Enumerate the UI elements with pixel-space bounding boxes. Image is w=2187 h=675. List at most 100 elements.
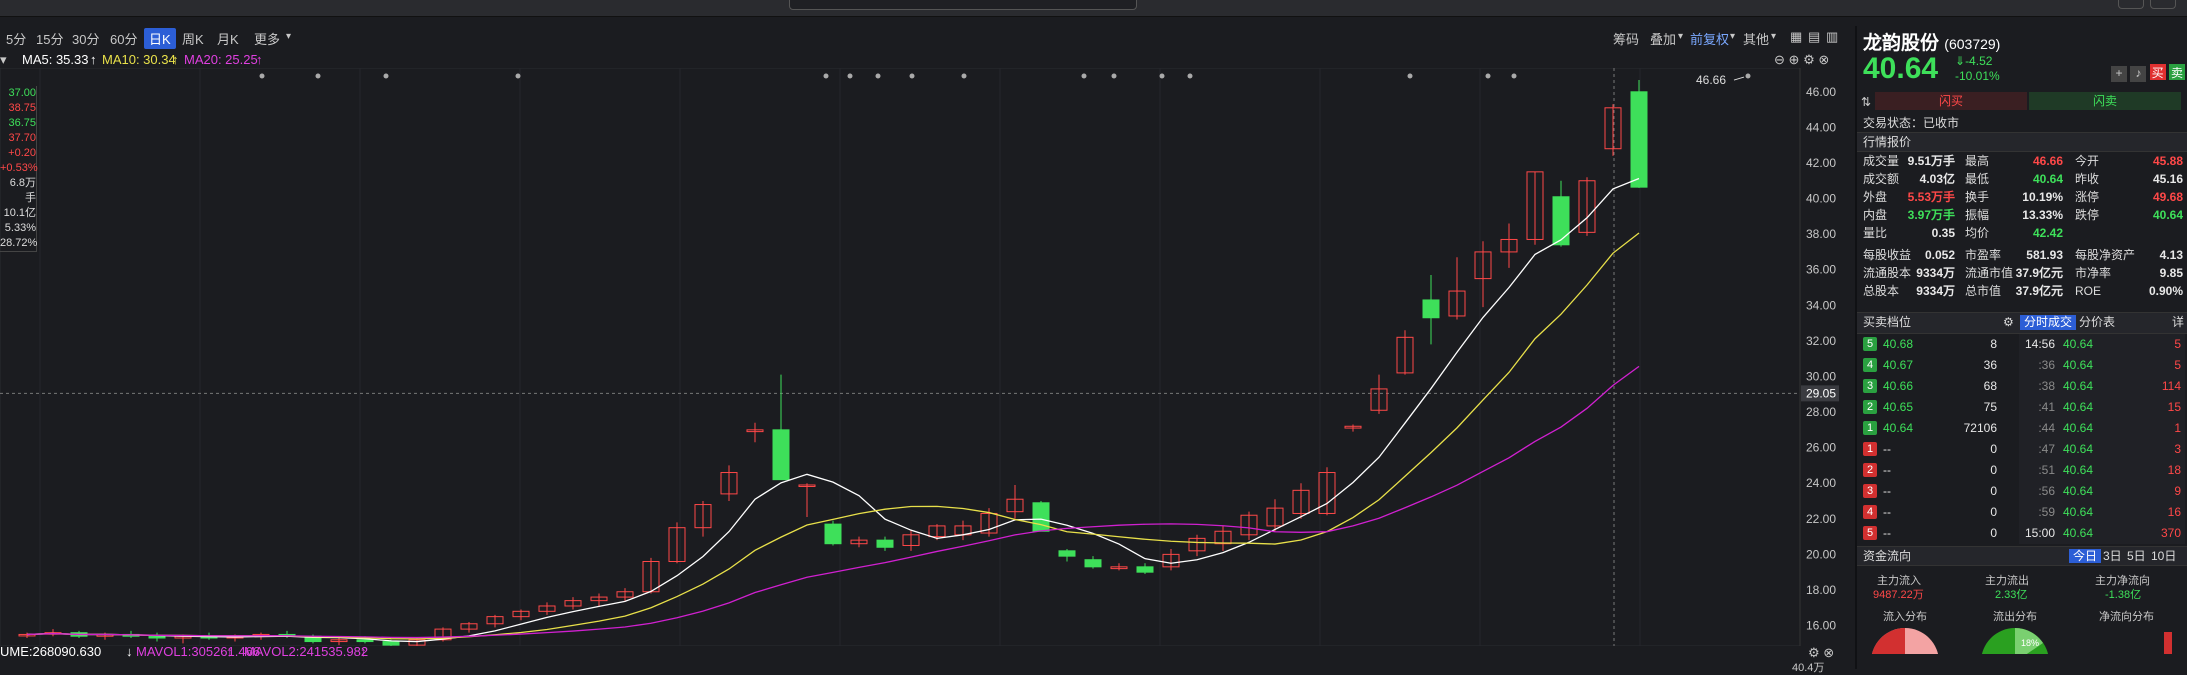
quote-value: 49.68	[2152, 190, 2183, 204]
layout-icon[interactable]: ▤	[1808, 29, 1821, 44]
tab-3day[interactable]: 3日	[2103, 549, 2122, 563]
other-button[interactable]: 其他	[1743, 32, 1770, 47]
detail-button[interactable]: 详	[2172, 315, 2185, 329]
order-volume: 0	[1990, 484, 1997, 498]
orderbook-row[interactable]: 1 -- 0:47 40.64 3	[1857, 439, 2187, 460]
candle-up	[1396, 336, 1414, 374]
orderbook-row[interactable]: 4 40.67 36:36 40.64 5	[1857, 355, 2187, 376]
orderbook-row[interactable]: 3 40.66 68:38 40.64 114	[1857, 376, 2187, 397]
close-icon[interactable]: ⊗	[1823, 645, 1835, 660]
trade-price: 40.64	[2063, 463, 2094, 477]
close-icon[interactable]: ⊗	[1818, 52, 1830, 67]
trade-time: :59	[2038, 505, 2055, 519]
gear-icon[interactable]: ⚙	[1803, 52, 1815, 67]
order-volume: 36	[1983, 358, 1997, 372]
overlay-button[interactable]: 叠加	[1650, 32, 1677, 47]
maximize-button[interactable]	[2150, 0, 2176, 9]
orderbook-row[interactable]: 2 40.65 75:41 40.64 15	[1857, 397, 2187, 418]
candle-up	[330, 639, 348, 643]
add-icon[interactable]: +	[2111, 66, 2127, 82]
orderbook-row[interactable]: 5 40.68 8 14:56 40.64 5	[1857, 334, 2187, 355]
flash-sell-button[interactable]: 闪卖	[2029, 92, 2181, 110]
period-weekly[interactable]: 周K	[182, 32, 204, 47]
ma-menu-icon[interactable]: ▾	[0, 52, 7, 67]
high-price-pointer	[1733, 76, 1745, 81]
trade-volume: 114	[2161, 379, 2181, 393]
candlestick-chart[interactable]: 46.00 44.00 42.00 40.00 38.00 36.00 34.00 32.00…	[0, 68, 1840, 646]
info-panel-value: +0.53%	[0, 162, 38, 174]
chevron-down-icon[interactable]: ▾	[286, 31, 292, 42]
chips-button[interactable]: 筹码	[1613, 32, 1640, 47]
mavol2-label: MAVOL2:241535.982	[244, 644, 369, 659]
fundamentals-row: 流通股本 9334万 流通市值 37.9亿元 市净率 9.85	[1857, 264, 2187, 282]
candle-down	[382, 641, 400, 646]
order-volume: 0	[1990, 463, 1997, 477]
sell-icon[interactable]: 卖	[2169, 64, 2186, 80]
minus-circle-icon[interactable]: ⊖	[1774, 52, 1785, 67]
period-30min[interactable]: 30分	[72, 32, 100, 47]
orderbook-row[interactable]: 5 -- 0 15:00 40.64 370	[1857, 523, 2187, 544]
buy-icon[interactable]: 买	[2149, 64, 2166, 80]
y-axis-label: 32.00	[1806, 334, 1836, 348]
chart-toolbar: 5分 15分 30分 60分 日K 周K 月K 更多 ▾ 筹码 叠加 ▾ 前复权…	[0, 26, 1855, 50]
info-panel-value: 37.00	[8, 87, 36, 99]
period-daily[interactable]: 日K	[144, 28, 176, 49]
trade-volume: 16	[2167, 505, 2181, 519]
plus-circle-icon[interactable]: ⊕	[1788, 52, 1800, 67]
info-panel-value: 36.75	[8, 117, 36, 129]
trade-time: 14:56	[2024, 337, 2055, 351]
orderbook-row[interactable]: 3 -- 0:56 40.64 9	[1857, 481, 2187, 502]
period-5min[interactable]: 5分	[6, 32, 27, 47]
adjust-button[interactable]: 前复权	[1690, 32, 1730, 47]
quote-label: 最高	[1965, 154, 1990, 168]
info-panel-value: 6.8万手	[9, 177, 36, 204]
y-axis-label: 44.00	[1806, 120, 1836, 134]
period-more[interactable]: 更多	[254, 32, 281, 47]
search-input[interactable]	[789, 0, 1137, 10]
gear-icon[interactable]: ⚙	[2003, 315, 2014, 329]
candle-up	[1292, 489, 1310, 514]
period-60min[interactable]: 60分	[110, 32, 138, 47]
inflow-pie-slice	[1872, 628, 1905, 654]
price-change: ⇓-4.52 -10.01%	[1955, 54, 2000, 84]
candle-down	[1422, 299, 1440, 319]
trade-row-bg	[2019, 460, 2185, 481]
order-price: 40.65	[1883, 400, 1914, 414]
orderbook-row[interactable]: 1 40.64 72106:44 40.64 1	[1857, 418, 2187, 439]
collapse-icon[interactable]: ⇅	[1861, 95, 1872, 109]
orderbook-row[interactable]: 4 -- 0:59 40.64 16	[1857, 502, 2187, 523]
order-price: 40.66	[1883, 379, 1914, 393]
tab-price-table[interactable]: 分价表	[2079, 315, 2116, 329]
trade-time: 15:00	[2024, 526, 2055, 540]
gear-icon[interactable]: ⚙	[1808, 645, 1820, 660]
tab-time-sales[interactable]: 分时成交	[2020, 315, 2077, 330]
tab-5day[interactable]: 5日	[2127, 549, 2146, 563]
event-marker	[961, 73, 967, 79]
period-15min[interactable]: 15分	[36, 32, 64, 47]
trade-row-bg	[2019, 523, 2185, 544]
y-axis-label: 46.00	[1806, 85, 1836, 99]
ohlc-info-panel: 37.00 38.75 36.75 37.70 +0.20 +0.53% 6.8万手 10.1…	[0, 86, 38, 252]
tab-today[interactable]: 今日	[2069, 549, 2102, 563]
layout-alt-icon[interactable]: ▥	[1826, 29, 1839, 44]
quote-label: 换手	[1965, 190, 1990, 204]
candle-down	[1084, 559, 1102, 568]
trade-time: :36	[2038, 358, 2055, 372]
minimize-button[interactable]	[2118, 0, 2144, 9]
candle-up	[1318, 472, 1336, 514]
bell-icon[interactable]: ♪	[2130, 66, 2147, 82]
quote-label: 外盘	[1863, 190, 1888, 204]
trade-time: :56	[2038, 484, 2055, 498]
orderbook-row[interactable]: 2 -- 0:51 40.64 18	[1857, 460, 2187, 481]
quote-section: 行情报价 成交量 9.51万手 最高 46.66 今开 45.88 成交额 4.03亿 最低 40…	[1857, 132, 2187, 300]
y-axis-label: 40.00	[1806, 192, 1836, 206]
trade-time: :44	[2038, 421, 2055, 435]
fundamentals-value: 9334万	[1916, 266, 1955, 280]
trade-volume: 1	[2174, 421, 2181, 435]
tab-10day[interactable]: 10日	[2151, 549, 2177, 563]
flash-buy-button[interactable]: 闪买	[1875, 92, 2027, 110]
grid-icon[interactable]: ▦	[1790, 29, 1803, 44]
ask-level: 4	[1863, 505, 1877, 519]
period-monthly[interactable]: 月K	[217, 32, 239, 47]
order-price: --	[1883, 505, 1891, 519]
